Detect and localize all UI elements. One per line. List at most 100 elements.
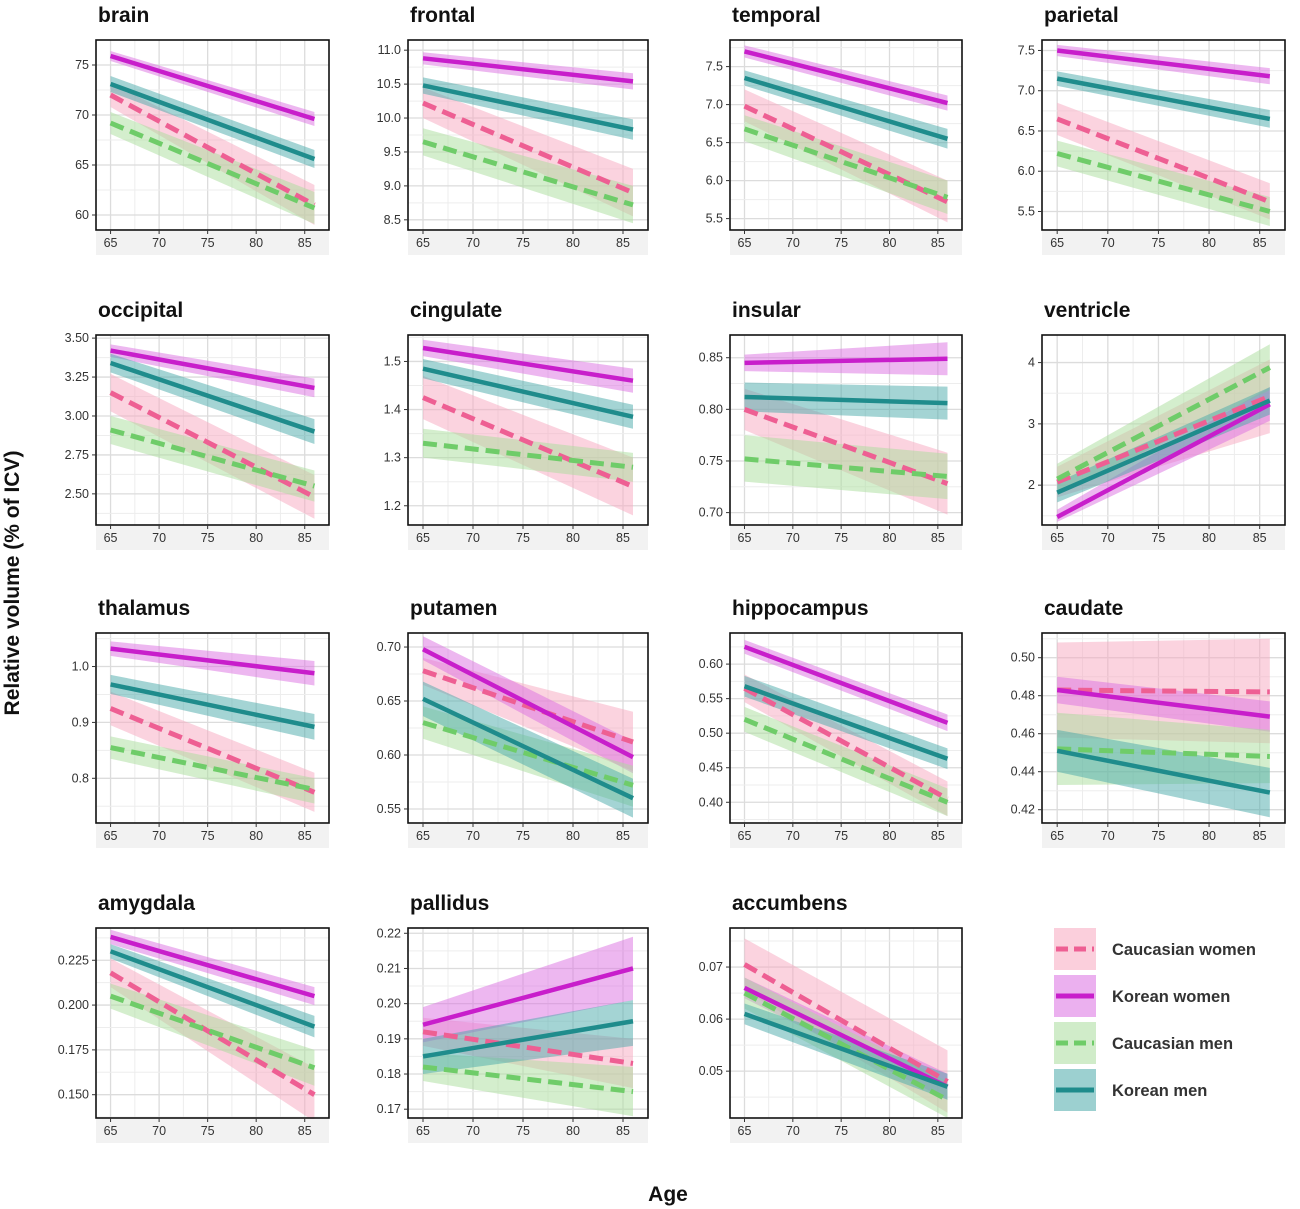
trend-line-korean-women: [1056, 402, 1271, 520]
x-tick-label: 65: [104, 829, 118, 843]
trend-line-caucasian-men: [110, 745, 315, 792]
y-tick-label: 60: [75, 208, 89, 222]
plot-frame: [95, 632, 330, 824]
y-tick-label: 0.150: [58, 1088, 89, 1102]
axis-strip: [408, 526, 648, 550]
x-tick-label: 80: [883, 829, 897, 843]
x-tick-label: 65: [104, 531, 118, 545]
y-tick-label: 2.50: [65, 487, 89, 501]
y-tick-label: 0.22: [377, 926, 401, 940]
trend-line-caucasian-men: [743, 717, 949, 805]
x-tick-label: 85: [298, 829, 312, 843]
y-tick-label: 5.5: [706, 212, 723, 226]
panel-occipital: occipital 65 70 75 80 85 2.50 2.75 3.00 3.25 3.50: [65, 299, 330, 550]
plot-frame: [95, 334, 330, 526]
x-tick-label: 70: [786, 829, 800, 843]
plot-frame: [1041, 39, 1286, 231]
x-tick-label: 85: [298, 236, 312, 250]
x-tick-label: 80: [883, 531, 897, 545]
y-tick-label: 4: [1028, 356, 1035, 370]
x-tick-label: 85: [298, 531, 312, 545]
axis-strip: [730, 526, 962, 550]
y-tick-label: 0.46: [1011, 727, 1035, 741]
y-tick-label: 0.75: [699, 454, 723, 468]
plot-frame: [407, 334, 649, 526]
plot-frame: [729, 927, 963, 1119]
x-tick-label: 75: [516, 531, 530, 545]
x-tick-label: 85: [931, 531, 945, 545]
panel-thalamus: thalamus 65 70 75 80 85 0.8 0.9 1.0: [72, 597, 330, 848]
x-tick-label: 70: [1101, 829, 1115, 843]
x-tick-label: 75: [834, 829, 848, 843]
panel-title: accumbens: [732, 892, 848, 915]
trend-line-korean-men: [1056, 398, 1271, 495]
y-tick-label: 3.25: [65, 370, 89, 384]
y-tick-label: 3.50: [65, 331, 89, 345]
panel-title: insular: [732, 299, 801, 322]
panel-title: ventricle: [1044, 299, 1130, 322]
panel-title: parietal: [1044, 4, 1119, 27]
y-tick-label: 0.40: [699, 795, 723, 809]
x-tick-label: 70: [786, 531, 800, 545]
trend-line-caucasian-men: [422, 440, 634, 470]
x-tick-label: 80: [566, 236, 580, 250]
y-tick-label: 6.5: [1018, 124, 1035, 138]
trend-line-korean-women: [422, 56, 634, 84]
y-tick-label: 0.65: [377, 694, 401, 708]
x-tick-label: 85: [616, 531, 630, 545]
axis-strip: [730, 824, 962, 848]
legend: Caucasian women Korean women Caucasian men…: [1054, 928, 1256, 1111]
y-tick-label: 0.8: [72, 771, 89, 785]
trend-line-korean-men: [109, 360, 316, 434]
y-tick-label: 0.50: [1011, 651, 1035, 665]
x-tick-label: 85: [931, 1124, 945, 1138]
trend-line-korean-women: [109, 53, 316, 122]
y-tick-label: 0.70: [699, 506, 723, 520]
x-tick-label: 70: [152, 1124, 166, 1138]
x-tick-label: 75: [516, 1124, 530, 1138]
x-tick-label: 85: [298, 1124, 312, 1138]
trend-line-korean-women: [421, 647, 635, 760]
x-tick-label: 85: [1253, 829, 1267, 843]
trend-line-caucasian-women: [422, 395, 634, 489]
y-tick-label: 6.5: [706, 136, 723, 150]
plot-frame: [95, 927, 330, 1119]
panel-title: thalamus: [98, 597, 190, 620]
x-tick-label: 65: [104, 1124, 118, 1138]
x-tick-label: 85: [616, 1124, 630, 1138]
x-tick-label: 65: [104, 236, 118, 250]
ci-band-caucasian-men: [423, 1052, 633, 1117]
trend-line-korean-men: [109, 949, 316, 1029]
panel-caudate: caudate 65 70 75 80 85 0.42 0.44 0.46 0.48 0.50: [1011, 597, 1286, 848]
axis-strip: [96, 824, 329, 848]
trend-line-caucasian-men: [422, 720, 634, 788]
trend-line-caucasian-women: [743, 686, 949, 802]
x-tick-label: 65: [738, 829, 752, 843]
plot-frame: [407, 39, 649, 231]
y-tick-label: 0.44: [1011, 765, 1035, 779]
axis-strip: [96, 1119, 329, 1143]
x-tick-label: 75: [1151, 531, 1165, 545]
panel-pallidus: pallidus 65 70 75 80 85 0.17 0.18 0.19 0.20 0.21 0.…: [377, 892, 649, 1143]
y-tick-label: 0.60: [699, 657, 723, 671]
panel-title: caudate: [1044, 597, 1123, 620]
plot-frame: [729, 39, 963, 231]
axis-strip: [1042, 824, 1285, 848]
trend-line-caucasian-men: [422, 139, 634, 208]
trend-line-caucasian-women: [1056, 393, 1271, 485]
y-tick-label: 0.21: [377, 961, 401, 975]
y-tick-label: 0.200: [58, 998, 89, 1012]
panel-ventricle: ventricle 65 70 75 80 85 2 3 4: [1028, 299, 1286, 550]
trend-line-korean-women: [422, 966, 634, 1027]
y-tick-label: 1.2: [384, 499, 401, 513]
y-tick-label: 6.0: [1018, 164, 1035, 178]
x-tick-label: 75: [834, 1124, 848, 1138]
axis-strip: [408, 1119, 648, 1143]
panel-frontal: frontal 65 70 75 80 85 8.5 9.0 9.5 10.0 10.5 11.0: [377, 4, 649, 255]
x-tick-label: 70: [152, 829, 166, 843]
trend-line-caucasian-men: [422, 1064, 634, 1095]
plot-frame: [407, 632, 649, 824]
plot-frame: [1041, 334, 1286, 526]
x-tick-label: 65: [416, 236, 430, 250]
trend-line-korean-women: [743, 985, 949, 1089]
